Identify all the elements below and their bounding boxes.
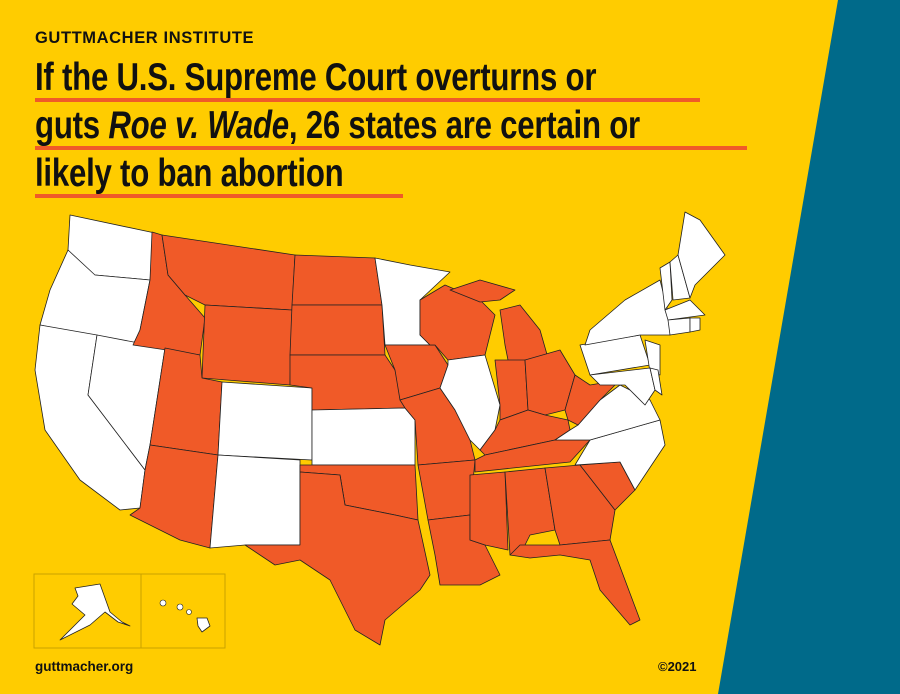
state-mi <box>449 279 516 303</box>
state-il <box>439 354 501 451</box>
title-underline <box>35 194 403 198</box>
organization-name: GUTTMACHER INSTITUTE <box>35 29 255 47</box>
state-ak <box>59 583 131 641</box>
teal-accent-band <box>718 0 900 694</box>
state-nj <box>644 339 661 376</box>
state-hi-island <box>186 609 192 615</box>
state-sd <box>289 304 386 356</box>
state-ma <box>664 299 706 321</box>
inset-boxes <box>33 573 226 649</box>
state-tx <box>244 471 431 646</box>
state-ks <box>311 407 416 466</box>
state-wv <box>564 374 621 426</box>
state-fl <box>509 539 641 626</box>
title-underline <box>35 146 747 150</box>
state-ct <box>667 317 691 336</box>
hawaii-inset-frame <box>140 573 226 649</box>
state-hi-island <box>176 603 184 611</box>
state-de <box>649 367 663 396</box>
title-line-3: likely to ban abortion <box>35 154 900 202</box>
case-name: Roe v. Wade <box>108 104 289 147</box>
title-line-2: guts Roe v. Wade, 26 states are certain … <box>35 106 900 154</box>
state-co <box>217 381 313 461</box>
title-line-1: If the U.S. Supreme Court overturns or <box>35 58 900 106</box>
state-me <box>677 211 726 299</box>
state-in <box>494 359 529 421</box>
website-link[interactable]: guttmacher.org <box>35 659 134 674</box>
state-ri <box>689 317 701 333</box>
state-ms <box>469 471 509 551</box>
title-underline <box>35 98 700 102</box>
state-ar <box>417 459 476 521</box>
state-nd <box>291 254 383 306</box>
state-vt <box>659 261 673 311</box>
state-ny <box>584 279 671 346</box>
page-title: If the U.S. Supreme Court overturns or g… <box>35 58 900 202</box>
copyright: ©2021 <box>658 659 697 674</box>
state-nm <box>209 454 301 549</box>
state-hi-island <box>159 599 167 607</box>
state-hi <box>196 617 211 633</box>
state-wy <box>201 304 293 386</box>
